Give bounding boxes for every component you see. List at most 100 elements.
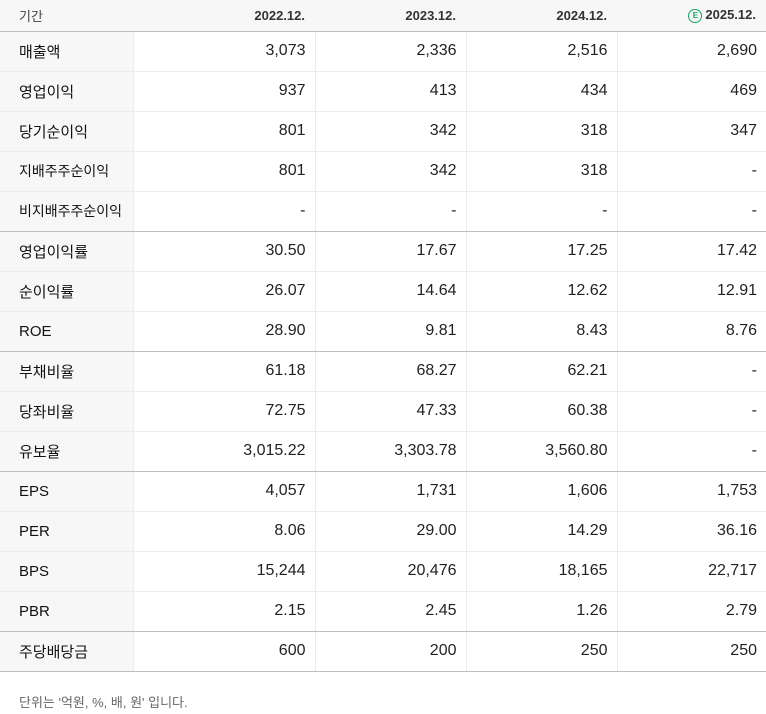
row-label: 순이익률 [0, 271, 133, 312]
cell-value: 3,560.80 [465, 431, 617, 472]
cell-value: - [616, 351, 766, 392]
cell-value: 1,753 [616, 471, 766, 512]
table-row: ROE 28.90 9.81 8.43 8.76 [0, 311, 766, 352]
row-label: BPS [0, 551, 133, 592]
cell-value: 250 [616, 631, 766, 672]
year-header: 2024.12. [466, 0, 617, 32]
cell-value: 347 [616, 111, 766, 152]
cell-value: 2.45 [314, 591, 466, 632]
unit-footnote: 단위는 '억원, %, 배, 원' 입니다. [19, 695, 188, 710]
cell-value: 2,690 [616, 31, 766, 72]
table-row: 영업이익률 30.50 17.67 17.25 17.42 [0, 231, 766, 272]
row-label: 지배주주순이익 [0, 151, 133, 192]
header-row: 기간 2022.12. 2023.12. 2024.12. E 2025.12. [0, 0, 766, 32]
period-header: 기간 [0, 0, 133, 32]
cell-value: 15,244 [132, 551, 315, 592]
cell-value: 342 [314, 111, 466, 152]
cell-value: 20,476 [314, 551, 466, 592]
cell-value: 18,165 [465, 551, 617, 592]
table-row: 비지배주주순이익 - - - - [0, 191, 766, 232]
cell-value: 318 [465, 151, 617, 192]
cell-value: 9.81 [314, 311, 466, 352]
cell-value: 413 [314, 71, 466, 112]
table-row: 당좌비율 72.75 47.33 60.38 - [0, 391, 766, 432]
cell-value: - [616, 431, 766, 472]
cell-value: 60.38 [465, 391, 617, 432]
cell-value: 29.00 [314, 511, 466, 552]
table-row: 매출액 3,073 2,336 2,516 2,690 [0, 31, 766, 72]
row-label: 매출액 [0, 31, 133, 72]
table-row: PBR 2.15 2.45 1.26 2.79 [0, 591, 766, 632]
row-label: EPS [0, 471, 133, 512]
cell-value: 469 [616, 71, 766, 112]
cell-value: 14.64 [314, 271, 466, 312]
cell-value: 8.76 [616, 311, 766, 352]
table-row: 주당배당금 600 200 250 250 [0, 631, 766, 672]
cell-value: 14.29 [465, 511, 617, 552]
cell-value: 22,717 [616, 551, 766, 592]
cell-value: 342 [314, 151, 466, 192]
cell-value: 801 [132, 111, 315, 152]
cell-value: 30.50 [132, 231, 315, 272]
row-label: 영업이익 [0, 71, 133, 112]
cell-value: 3,073 [132, 31, 315, 72]
cell-value: - [465, 191, 617, 232]
cell-value: 2.15 [132, 591, 315, 632]
cell-value: 318 [465, 111, 617, 152]
cell-value: 12.91 [616, 271, 766, 312]
cell-value: 17.42 [616, 231, 766, 272]
row-label: 유보율 [0, 431, 133, 472]
row-label: PER [0, 511, 133, 552]
row-label: 당기순이익 [0, 111, 133, 152]
cell-value: 72.75 [132, 391, 315, 432]
table-row: 영업이익 937 413 434 469 [0, 71, 766, 112]
year-header-estimate: E 2025.12. [617, 0, 766, 32]
estimate-icon: E [688, 9, 703, 24]
cell-value: 2,336 [314, 31, 466, 72]
cell-value: - [616, 151, 766, 192]
financial-table: 기간 2022.12. 2023.12. 2024.12. E 2025.12. … [0, 0, 766, 672]
cell-value: 1,606 [465, 471, 617, 512]
cell-value: 600 [132, 631, 315, 672]
cell-value: 801 [132, 151, 315, 192]
cell-value: 17.67 [314, 231, 466, 272]
cell-value: 434 [465, 71, 617, 112]
cell-value: 17.25 [465, 231, 617, 272]
cell-value: 8.06 [132, 511, 315, 552]
year-header: 2022.12. [133, 0, 315, 32]
cell-value: 200 [314, 631, 466, 672]
row-label: 당좌비율 [0, 391, 133, 432]
row-label: 비지배주주순이익 [0, 191, 133, 232]
table-row: 지배주주순이익 801 342 318 - [0, 151, 766, 192]
cell-value: 28.90 [132, 311, 315, 352]
table-row: 유보율 3,015.22 3,303.78 3,560.80 - [0, 431, 766, 472]
row-label: 영업이익률 [0, 231, 133, 272]
cell-value: 2,516 [465, 31, 617, 72]
table-row: EPS 4,057 1,731 1,606 1,753 [0, 471, 766, 512]
cell-value: 36.16 [616, 511, 766, 552]
cell-value: 250 [465, 631, 617, 672]
cell-value: 1,731 [314, 471, 466, 512]
cell-value: 3,303.78 [314, 431, 466, 472]
cell-value: 68.27 [314, 351, 466, 392]
table-row: 순이익률 26.07 14.64 12.62 12.91 [0, 271, 766, 312]
cell-value: - [616, 391, 766, 432]
cell-value: - [132, 191, 315, 232]
cell-value: 47.33 [314, 391, 466, 432]
cell-value: 61.18 [132, 351, 315, 392]
cell-value: - [314, 191, 466, 232]
cell-value: 12.62 [465, 271, 617, 312]
row-label: PBR [0, 591, 133, 632]
cell-value: - [616, 191, 766, 232]
cell-value: 26.07 [132, 271, 315, 312]
cell-value: 8.43 [465, 311, 617, 352]
table-row: PER 8.06 29.00 14.29 36.16 [0, 511, 766, 552]
table-row: 당기순이익 801 342 318 347 [0, 111, 766, 152]
cell-value: 4,057 [132, 471, 315, 512]
year-header-label: 2025.12. [705, 7, 756, 23]
table-row: BPS 15,244 20,476 18,165 22,717 [0, 551, 766, 592]
year-header: 2023.12. [315, 0, 466, 32]
cell-value: 937 [132, 71, 315, 112]
cell-value: 2.79 [616, 591, 766, 632]
